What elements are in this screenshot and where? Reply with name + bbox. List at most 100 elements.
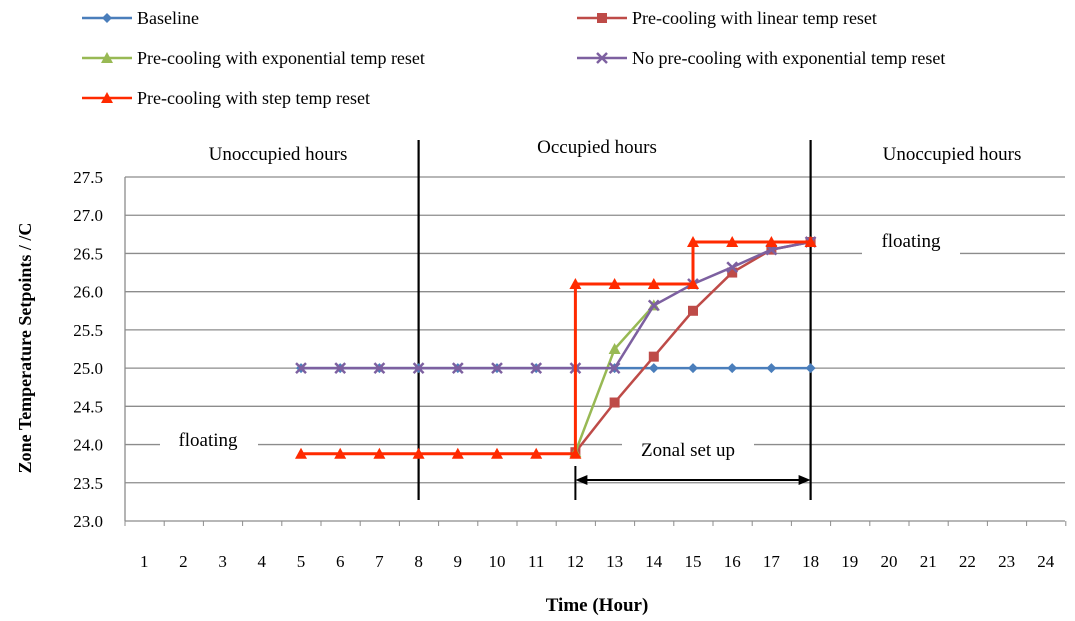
data-point bbox=[648, 363, 659, 374]
series-5 bbox=[295, 235, 817, 459]
y-axis-tick-labels: 23.0 23.5 24.0 24.5 25.0 25.5 26.0 26.5 27.0 27.5 bbox=[73, 168, 103, 531]
data-point bbox=[805, 363, 816, 374]
data-point bbox=[530, 362, 543, 374]
series-group bbox=[295, 235, 817, 459]
data-point bbox=[726, 235, 739, 247]
annotation-floating-left: floating bbox=[178, 430, 238, 451]
x-tick-label: 2 bbox=[179, 552, 188, 571]
series-3 bbox=[569, 299, 660, 458]
x-tick-label: 5 bbox=[297, 552, 306, 571]
data-point bbox=[765, 235, 778, 247]
data-point bbox=[373, 362, 386, 374]
data-point bbox=[727, 363, 738, 374]
x-tick-label: 21 bbox=[920, 552, 937, 571]
y-tick-label: 26.0 bbox=[73, 283, 103, 302]
series-4 bbox=[295, 236, 817, 374]
data-point bbox=[726, 261, 739, 274]
x-axis-tick-labels: 1 2 3 4 5 6 7 8 9 10 11 12 13 14 15 16 17 18 19 20 21 22 23 24 bbox=[140, 552, 1055, 571]
data-point bbox=[648, 351, 659, 362]
legend-label: Baseline bbox=[137, 8, 199, 28]
legend-item: No pre-cooling with exponential temp res… bbox=[577, 48, 945, 68]
data-point bbox=[334, 447, 347, 459]
x-tick-label: 4 bbox=[258, 552, 267, 571]
data-point bbox=[647, 278, 660, 290]
y-axis-label: Zone Temperature Setpoints / /C bbox=[15, 223, 35, 474]
x-tick-label: 22 bbox=[959, 552, 976, 571]
x-tick-label: 8 bbox=[414, 552, 423, 571]
data-point bbox=[647, 299, 660, 312]
y-tick-label: 25.0 bbox=[73, 359, 103, 378]
arrow-head-right bbox=[798, 475, 811, 485]
annotation-occupied: Occupied hours bbox=[537, 137, 657, 158]
x-tick-label: 23 bbox=[998, 552, 1015, 571]
y-tick-label: 27.5 bbox=[73, 168, 103, 187]
series-line bbox=[301, 240, 811, 370]
data-point bbox=[530, 447, 543, 459]
data-point bbox=[491, 362, 503, 374]
x-tick-label: 12 bbox=[567, 552, 584, 571]
data-point bbox=[608, 362, 621, 374]
x-tick-label: 17 bbox=[763, 552, 781, 571]
data-point bbox=[804, 235, 817, 247]
x-tick-label: 14 bbox=[645, 552, 663, 571]
y-tick-label: 23.5 bbox=[73, 474, 103, 493]
x-tick-label: 20 bbox=[881, 552, 898, 571]
y-tick-label: 26.5 bbox=[73, 244, 103, 263]
y-tick-label: 27.0 bbox=[73, 206, 103, 225]
data-point bbox=[334, 362, 347, 374]
x-tick-label: 13 bbox=[606, 552, 623, 571]
data-point bbox=[101, 52, 113, 63]
x-tick-label: 16 bbox=[724, 552, 741, 571]
legend-label: No pre-cooling with exponential temp res… bbox=[632, 48, 945, 68]
data-point bbox=[295, 362, 307, 374]
data-point bbox=[766, 363, 777, 374]
series-line bbox=[301, 240, 811, 456]
data-point bbox=[451, 447, 464, 459]
annotation-zonal-setup: Zonal set up bbox=[641, 440, 735, 461]
legend: Baseline Pre-cooling with linear temp res… bbox=[82, 8, 945, 108]
series-line bbox=[574, 304, 655, 453]
data-point bbox=[295, 447, 307, 459]
x-tick-label: 9 bbox=[454, 552, 463, 571]
legend-item: Pre-cooling with step temp reset bbox=[82, 88, 370, 108]
data-point bbox=[608, 278, 621, 290]
floating-right-background bbox=[862, 226, 960, 256]
data-point bbox=[569, 447, 582, 459]
data-point bbox=[727, 267, 738, 278]
data-point bbox=[687, 235, 699, 247]
data-point bbox=[451, 362, 464, 374]
x-tick-label: 11 bbox=[528, 552, 544, 571]
legend-item: Baseline bbox=[82, 8, 199, 28]
data-point bbox=[608, 343, 621, 354]
occupancy-boundary-lines bbox=[417, 140, 812, 500]
legend-label: Pre-cooling with exponential temp reset bbox=[137, 48, 425, 68]
floating-left-background bbox=[160, 426, 258, 456]
y-tick-label: 23.0 bbox=[73, 512, 103, 531]
arrow-head-left bbox=[575, 475, 588, 485]
y-tick-label: 24.0 bbox=[73, 436, 103, 455]
x-tick-label: 3 bbox=[218, 552, 227, 571]
legend-item: Pre-cooling with exponential temp reset bbox=[82, 48, 425, 68]
x-tick-label: 18 bbox=[802, 552, 819, 571]
annotation-unoccupied-right: Unoccupied hours bbox=[883, 144, 1022, 165]
data-point bbox=[412, 362, 425, 374]
x-tick-label: 10 bbox=[489, 552, 506, 571]
zonal-setup-arrow bbox=[574, 466, 811, 500]
annotation-floating-right: floating bbox=[881, 231, 941, 252]
data-point bbox=[491, 447, 503, 459]
annotation-unoccupied-left: Unoccupied hours bbox=[209, 144, 348, 165]
data-point bbox=[101, 92, 113, 103]
y-tick-label: 25.5 bbox=[73, 321, 103, 340]
data-point bbox=[688, 305, 698, 316]
legend-item: Pre-cooling with linear temp reset bbox=[577, 8, 877, 28]
x-axis-label: Time (Hour) bbox=[546, 595, 649, 616]
data-point bbox=[609, 397, 620, 408]
data-point bbox=[102, 13, 112, 23]
y-tick-label: 24.5 bbox=[73, 397, 103, 416]
x-tick-label: 15 bbox=[685, 552, 702, 571]
data-point bbox=[569, 278, 582, 290]
data-point bbox=[412, 447, 425, 459]
x-tick-label: 24 bbox=[1037, 552, 1055, 571]
annotations: Unoccupied hours Occupied hours Unoccupi… bbox=[160, 137, 1021, 464]
